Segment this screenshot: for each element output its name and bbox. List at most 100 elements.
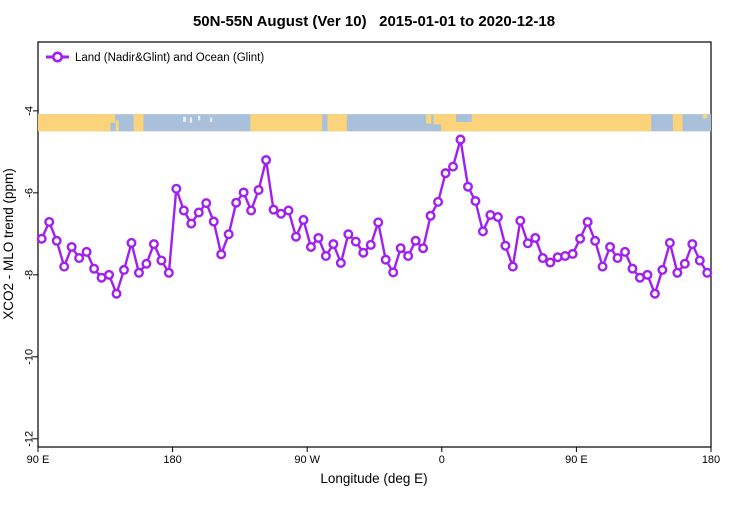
- data-point-marker: [403, 250, 414, 261]
- data-point-marker: [66, 241, 77, 252]
- data-point-marker: [575, 233, 586, 244]
- island-speck: [198, 115, 201, 121]
- data-point-marker: [238, 187, 249, 198]
- data-point-marker: [664, 237, 675, 248]
- data-point-marker: [81, 246, 92, 257]
- data-point-marker: [500, 240, 511, 251]
- data-point-marker: [448, 161, 459, 172]
- data-point-marker: [51, 235, 62, 246]
- data-point-marker: [440, 168, 451, 179]
- island-speck: [189, 117, 193, 123]
- data-point-marker: [268, 204, 279, 215]
- data-point-marker: [253, 184, 264, 195]
- x-tick-label: 90 E: [565, 454, 588, 466]
- data-point-marker: [687, 239, 698, 250]
- data-series: [36, 134, 713, 299]
- data-point-marker: [216, 249, 227, 260]
- data-point-marker: [163, 267, 174, 278]
- x-axis-ticks: 90 E 180 90 W 0 90 E 180: [27, 447, 720, 466]
- y-tick-label: -6: [24, 188, 36, 198]
- data-point-marker: [193, 207, 204, 218]
- x-tick-label: 90 W: [294, 454, 320, 466]
- data-point-marker: [702, 267, 713, 278]
- data-point-marker: [672, 267, 683, 278]
- plot-border: [37, 41, 712, 448]
- data-point-marker: [694, 255, 705, 266]
- land-segment: [250, 114, 323, 132]
- island-speck: [183, 116, 187, 122]
- data-point-marker: [679, 258, 690, 269]
- data-point-marker: [649, 288, 660, 299]
- data-point-marker: [455, 134, 466, 145]
- data-point-marker: [246, 205, 257, 216]
- data-point-marker: [231, 197, 242, 208]
- data-point-marker: [410, 235, 421, 246]
- legend: Land (Nadir&Glint) and Ocean (Glint): [46, 51, 264, 64]
- data-point-marker: [373, 217, 384, 228]
- data-point-marker: [590, 235, 601, 246]
- land-ocean-strip: [38, 114, 711, 132]
- data-point-marker: [313, 232, 324, 243]
- data-point-marker: [118, 264, 129, 275]
- data-point-marker: [201, 198, 212, 209]
- y-tick-label: -10: [24, 349, 36, 365]
- data-point-marker: [507, 261, 518, 272]
- data-point-marker: [133, 267, 144, 278]
- chart-title: 50N-55N August (Ver 10) 2015-01-01 to 20…: [193, 13, 555, 30]
- data-point-marker: [477, 226, 488, 237]
- land-segment: [441, 114, 652, 132]
- data-point-marker: [605, 241, 616, 252]
- data-point-marker: [530, 232, 541, 243]
- land-segment: [110, 114, 116, 123]
- data-point-marker: [358, 247, 369, 258]
- data-point-marker: [171, 183, 182, 194]
- data-point-marker: [545, 257, 556, 268]
- data-point-marker: [320, 250, 331, 261]
- data-point-marker: [388, 267, 399, 278]
- island-speck: [209, 117, 213, 122]
- data-point-marker: [612, 253, 623, 264]
- data-point-marker: [335, 257, 346, 268]
- data-point-marker: [148, 239, 159, 250]
- data-point-marker: [305, 241, 316, 252]
- data-point-marker: [208, 216, 219, 227]
- x-tick-label: 180: [163, 454, 181, 466]
- land-segment: [115, 120, 119, 132]
- land-segment: [327, 114, 347, 132]
- data-point-marker: [522, 238, 533, 249]
- data-point-marker: [283, 205, 294, 216]
- x-tick-label: 90 E: [27, 454, 50, 466]
- y-tick-label: -12: [24, 431, 36, 447]
- data-point-marker: [537, 253, 548, 264]
- data-point-marker: [492, 212, 503, 223]
- data-point-marker: [425, 210, 436, 221]
- data-point-marker: [597, 261, 608, 272]
- data-point-marker: [44, 216, 55, 227]
- y-axis-ticks: -4 -6 -8 -10 -12: [24, 106, 38, 447]
- data-point-marker: [328, 239, 339, 250]
- data-point-marker: [156, 255, 167, 266]
- land-segment: [133, 114, 144, 132]
- data-point-marker: [642, 269, 653, 280]
- legend-circle-marker-icon: [51, 51, 63, 63]
- data-point-marker: [59, 261, 70, 272]
- legend-label: Land (Nadir&Glint) and Ocean (Glint): [75, 52, 264, 64]
- data-point-marker: [350, 236, 361, 247]
- data-point-marker: [74, 253, 85, 264]
- data-point-marker: [462, 181, 473, 192]
- data-point-marker: [141, 258, 152, 269]
- data-point-marker: [433, 196, 444, 207]
- x-tick-label: 0: [439, 454, 445, 466]
- land-segment: [426, 114, 432, 124]
- data-point-marker: [627, 263, 638, 274]
- data-point-marker: [365, 239, 376, 250]
- data-point-marker: [395, 243, 406, 254]
- data-point-marker: [343, 229, 354, 240]
- data-point-marker: [104, 269, 115, 280]
- data-point-marker: [223, 229, 234, 240]
- data-point-marker: [111, 288, 122, 299]
- x-tick-label: 180: [702, 454, 720, 466]
- y-axis-label: XCO2 - MLO trend (ppm): [1, 168, 16, 320]
